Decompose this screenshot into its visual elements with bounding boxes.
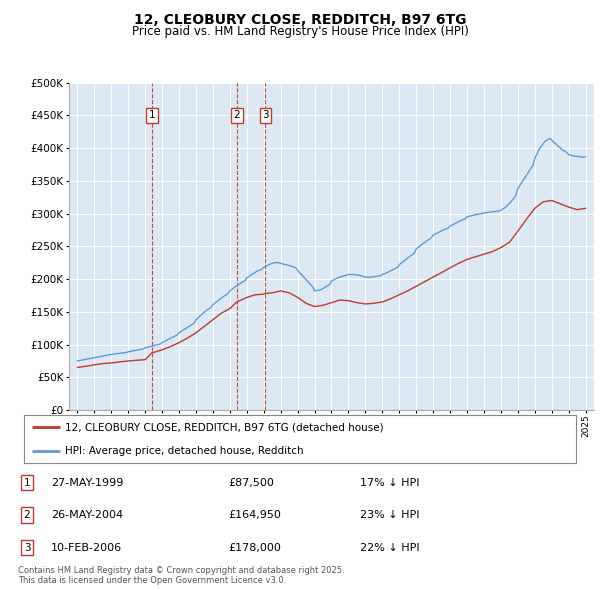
Text: HPI: Average price, detached house, Redditch: HPI: Average price, detached house, Redd…: [65, 445, 304, 455]
Text: 2: 2: [233, 110, 240, 120]
Text: £178,000: £178,000: [228, 543, 281, 552]
Text: £87,500: £87,500: [228, 478, 274, 487]
Text: £164,950: £164,950: [228, 510, 281, 520]
Text: 23% ↓ HPI: 23% ↓ HPI: [360, 510, 419, 520]
Text: 3: 3: [23, 543, 31, 552]
Text: 27-MAY-1999: 27-MAY-1999: [51, 478, 124, 487]
Text: Price paid vs. HM Land Registry's House Price Index (HPI): Price paid vs. HM Land Registry's House …: [131, 25, 469, 38]
Text: Contains HM Land Registry data © Crown copyright and database right 2025.
This d: Contains HM Land Registry data © Crown c…: [18, 566, 344, 585]
Text: 1: 1: [23, 478, 31, 487]
Text: 2: 2: [23, 510, 31, 520]
Text: 17% ↓ HPI: 17% ↓ HPI: [360, 478, 419, 487]
Text: 26-MAY-2004: 26-MAY-2004: [51, 510, 123, 520]
Text: 3: 3: [262, 110, 269, 120]
Text: 10-FEB-2006: 10-FEB-2006: [51, 543, 122, 552]
Text: 1: 1: [149, 110, 155, 120]
Text: 12, CLEOBURY CLOSE, REDDITCH, B97 6TG (detached house): 12, CLEOBURY CLOSE, REDDITCH, B97 6TG (d…: [65, 422, 384, 432]
Text: 12, CLEOBURY CLOSE, REDDITCH, B97 6TG: 12, CLEOBURY CLOSE, REDDITCH, B97 6TG: [134, 13, 466, 27]
Text: 22% ↓ HPI: 22% ↓ HPI: [360, 543, 419, 552]
